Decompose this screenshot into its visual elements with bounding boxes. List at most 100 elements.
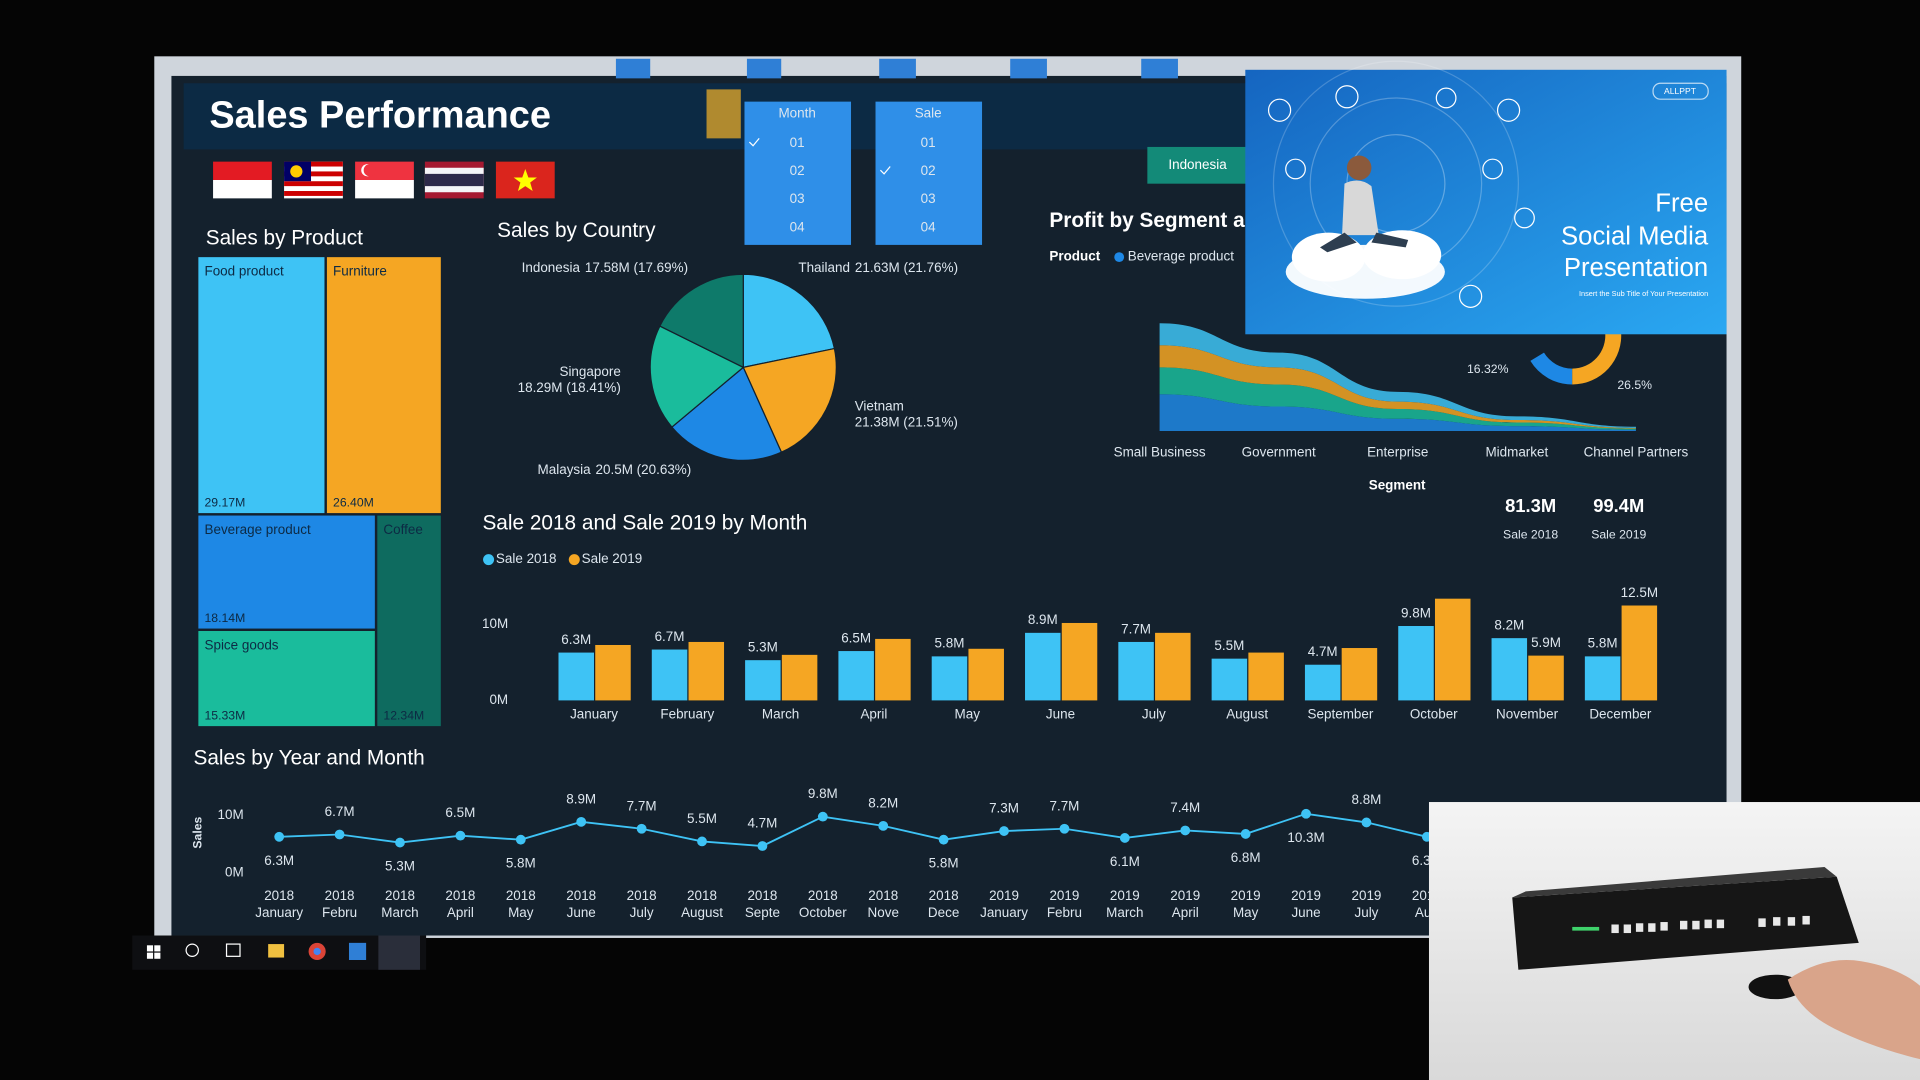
- slicer-option[interactable]: 03: [790, 191, 805, 206]
- x-tick-label: 2018: [385, 888, 415, 903]
- slicer-icon[interactable]: [706, 89, 741, 139]
- line-point: [1301, 808, 1311, 819]
- x-tick-label: July: [630, 905, 654, 920]
- search-icon[interactable]: [185, 943, 199, 957]
- slicer-header: Sale: [915, 105, 942, 120]
- line-point: [1240, 829, 1251, 839]
- x-tick-label: June: [567, 905, 596, 920]
- x-axis-title: Segment: [1369, 478, 1426, 493]
- data-label: 5.3M: [748, 639, 778, 654]
- pie-slice: [742, 273, 836, 369]
- pie-label-value: 20.5M (20.63%): [596, 462, 692, 477]
- active-app[interactable]: [378, 935, 420, 970]
- line-point: [1059, 823, 1070, 834]
- filter-button-label[interactable]: Indonesia: [1168, 157, 1227, 172]
- data-label: 5.9M: [1531, 635, 1561, 650]
- x-tick-label: January: [570, 707, 618, 722]
- data-label: 7.7M: [1049, 798, 1079, 813]
- pie-slice: [742, 347, 837, 454]
- flag-indonesia[interactable]: [213, 161, 272, 199]
- tile-value: 29.17M: [204, 496, 245, 510]
- bar: [1248, 652, 1284, 701]
- start-button[interactable]: [146, 945, 154, 952]
- x-tick-label: May: [955, 707, 981, 722]
- task-view-icon[interactable]: [225, 943, 241, 957]
- strip-icon: [1141, 58, 1178, 79]
- flag-thailand[interactable]: [424, 161, 484, 199]
- x-tick-label: 2018: [264, 888, 294, 903]
- x-tick-label: Dece: [928, 905, 959, 920]
- badge-text: ALLPPT: [1664, 86, 1697, 96]
- check-mark: [879, 166, 891, 175]
- kpi-label: Sale 2018: [1503, 527, 1558, 541]
- ribbon-band: [1159, 367, 1636, 430]
- country-flags: [213, 161, 555, 199]
- hand: [1787, 960, 1920, 1060]
- line-series: [279, 812, 1428, 847]
- data-label: 12.5M: [1621, 585, 1658, 600]
- slicer-option[interactable]: 02: [921, 163, 936, 178]
- bar: [1584, 656, 1621, 701]
- line-point: [395, 837, 405, 848]
- check-mark: [748, 137, 760, 147]
- ribbon-band: [1159, 394, 1636, 432]
- slicer-option[interactable]: 02: [790, 163, 805, 178]
- slicer-option[interactable]: 01: [790, 135, 805, 150]
- x-tick-label: April: [860, 707, 887, 722]
- flag-vietnam[interactable]: [495, 161, 555, 199]
- data-label: 7.4M: [1170, 800, 1200, 815]
- legend-label: Sale 2019: [582, 551, 643, 566]
- x-tick-label: 2019: [1291, 888, 1321, 903]
- x-tick-label: January: [980, 905, 1028, 920]
- start-button[interactable]: [154, 952, 161, 959]
- device-top: [1512, 866, 1837, 898]
- slicer-option[interactable]: 03: [921, 191, 936, 206]
- data-label: 7.3M: [989, 801, 1019, 816]
- chart-title: Profit by Segment a: [1049, 209, 1245, 232]
- presentation-overlay: ALLPPT Free Social Media Presentation In…: [1245, 60, 1727, 335]
- bar: [968, 648, 1004, 701]
- charts: Sales by Product Food product 29.17M Furnit…: [191, 209, 1689, 920]
- tile-label: Spice goods: [204, 637, 278, 652]
- bar: [1621, 605, 1658, 701]
- line-point: [576, 816, 587, 827]
- legend-label: Beverage product: [1128, 249, 1234, 264]
- pie-slice: [671, 366, 783, 462]
- donut-segment: [1530, 352, 1573, 385]
- line-point: [334, 829, 345, 840]
- data-label: 8.9M: [1028, 612, 1058, 627]
- pie-label-name: Malaysia: [538, 462, 592, 477]
- slicer-option[interactable]: 04: [790, 219, 805, 234]
- x-tick-label: 2018: [627, 888, 657, 903]
- slicer-option[interactable]: 01: [921, 135, 936, 150]
- start-button[interactable]: [154, 945, 161, 952]
- flag-singapore[interactable]: [355, 161, 414, 199]
- x-tick-label: Febru: [1047, 905, 1082, 920]
- y-tick-label: 10M: [482, 616, 508, 631]
- bar: [651, 649, 688, 701]
- x-tick-label: October: [799, 905, 847, 920]
- donut-label: 16.32%: [1467, 362, 1509, 376]
- filter-button[interactable]: [1147, 146, 1247, 184]
- pie-label: Malaysia 20.5M (20.63%): [538, 462, 692, 477]
- taskbar: [132, 935, 427, 970]
- y-tick-label: 0M: [225, 865, 244, 880]
- data-label: 6.1M: [1110, 854, 1140, 869]
- line-point: [757, 841, 768, 851]
- data-label: 6.7M: [325, 804, 355, 819]
- start-button[interactable]: [146, 952, 154, 959]
- flag-malaysia[interactable]: [284, 161, 343, 199]
- data-label: 6.8M: [1231, 850, 1261, 865]
- strip-icon: [746, 58, 782, 79]
- x-tick-label: Enterprise: [1367, 445, 1428, 460]
- tile-label: Food product: [204, 263, 284, 278]
- app-icon[interactable]: [348, 942, 367, 960]
- x-tick-label: March: [762, 707, 799, 722]
- slicers: Month 01 02 03 04 Sale 01 02 03 04: [706, 89, 983, 245]
- x-tick-label: January: [255, 905, 303, 920]
- slicer-option[interactable]: 04: [921, 219, 936, 234]
- treemap-tile: [326, 257, 441, 514]
- explorer-icon[interactable]: [268, 944, 285, 958]
- x-tick-label: May: [1233, 905, 1259, 920]
